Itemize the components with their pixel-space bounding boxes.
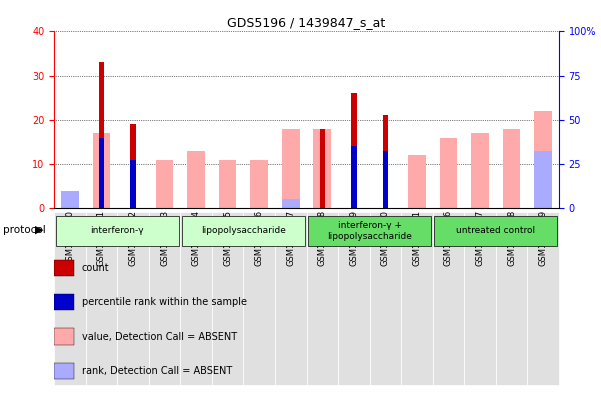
Bar bbox=[503, 129, 520, 208]
FancyBboxPatch shape bbox=[180, 212, 212, 385]
Bar bbox=[351, 94, 356, 208]
FancyBboxPatch shape bbox=[338, 212, 370, 385]
Bar bbox=[156, 160, 173, 208]
Bar bbox=[99, 138, 104, 208]
Text: count: count bbox=[82, 263, 109, 273]
Text: lipopolysaccharide: lipopolysaccharide bbox=[201, 226, 286, 235]
FancyBboxPatch shape bbox=[117, 212, 149, 385]
Bar bbox=[314, 129, 331, 208]
FancyBboxPatch shape bbox=[401, 212, 433, 385]
FancyBboxPatch shape bbox=[56, 216, 178, 246]
Bar bbox=[471, 133, 489, 208]
Text: interferon-γ +
lipopolysaccharide: interferon-γ + lipopolysaccharide bbox=[327, 221, 412, 241]
Bar bbox=[61, 204, 79, 208]
Bar bbox=[351, 147, 356, 208]
FancyBboxPatch shape bbox=[464, 212, 496, 385]
Title: GDS5196 / 1439847_s_at: GDS5196 / 1439847_s_at bbox=[227, 16, 386, 29]
FancyBboxPatch shape bbox=[528, 212, 559, 385]
Bar bbox=[534, 111, 552, 208]
FancyBboxPatch shape bbox=[433, 212, 464, 385]
Bar bbox=[219, 160, 236, 208]
Text: ▶: ▶ bbox=[35, 225, 43, 235]
Bar bbox=[130, 124, 136, 208]
Bar bbox=[320, 129, 325, 208]
FancyBboxPatch shape bbox=[212, 212, 243, 385]
Bar bbox=[282, 129, 299, 208]
Bar bbox=[93, 133, 110, 208]
Text: protocol: protocol bbox=[3, 225, 46, 235]
FancyBboxPatch shape bbox=[496, 212, 528, 385]
FancyBboxPatch shape bbox=[275, 212, 307, 385]
FancyBboxPatch shape bbox=[54, 212, 85, 385]
Text: untreated control: untreated control bbox=[456, 226, 535, 235]
Bar bbox=[440, 138, 457, 208]
Bar bbox=[54, 259, 75, 276]
Bar bbox=[408, 155, 426, 208]
Text: rank, Detection Call = ABSENT: rank, Detection Call = ABSENT bbox=[82, 366, 232, 376]
FancyBboxPatch shape bbox=[435, 216, 557, 246]
Bar bbox=[54, 294, 75, 310]
Bar bbox=[251, 160, 268, 208]
Bar bbox=[188, 151, 205, 208]
Bar bbox=[383, 116, 388, 208]
Text: interferon-γ: interferon-γ bbox=[90, 226, 144, 235]
Bar bbox=[130, 160, 136, 208]
FancyBboxPatch shape bbox=[308, 216, 431, 246]
FancyBboxPatch shape bbox=[149, 212, 180, 385]
Text: value, Detection Call = ABSENT: value, Detection Call = ABSENT bbox=[82, 332, 237, 342]
FancyBboxPatch shape bbox=[243, 212, 275, 385]
Bar bbox=[282, 200, 299, 208]
Bar bbox=[54, 329, 75, 345]
FancyBboxPatch shape bbox=[307, 212, 338, 385]
Bar bbox=[99, 62, 104, 208]
FancyBboxPatch shape bbox=[370, 212, 401, 385]
Text: percentile rank within the sample: percentile rank within the sample bbox=[82, 297, 247, 307]
FancyBboxPatch shape bbox=[182, 216, 305, 246]
Bar bbox=[61, 191, 79, 208]
FancyBboxPatch shape bbox=[85, 212, 117, 385]
Bar bbox=[534, 151, 552, 208]
Bar bbox=[54, 363, 75, 379]
Bar bbox=[383, 151, 388, 208]
